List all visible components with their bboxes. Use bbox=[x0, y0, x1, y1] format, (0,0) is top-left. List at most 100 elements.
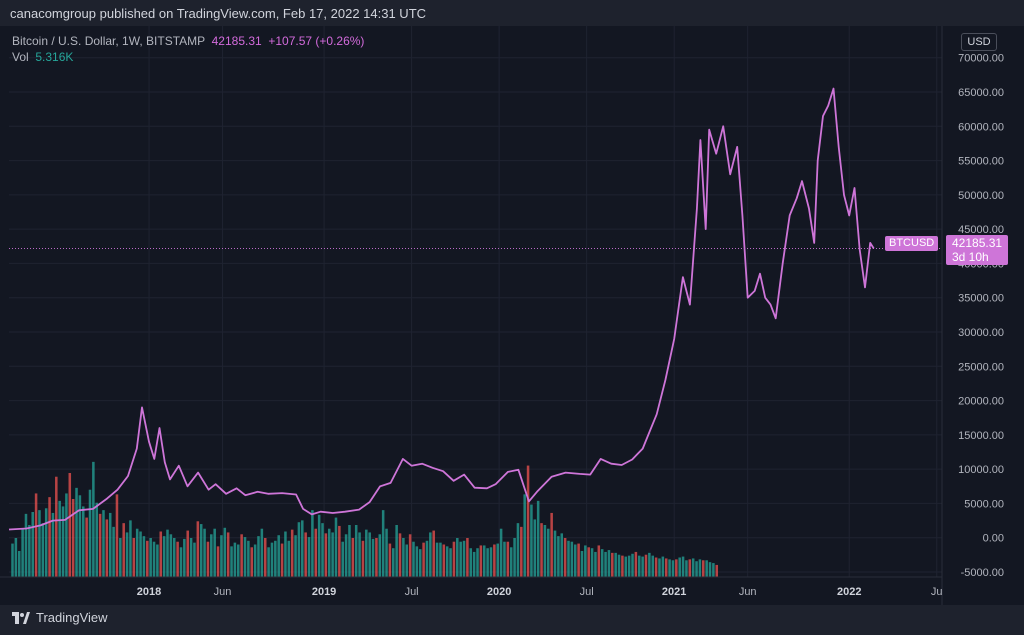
volume-bar bbox=[466, 538, 469, 577]
volume-bar bbox=[543, 525, 547, 577]
volume-bar bbox=[425, 540, 429, 577]
volume-bar bbox=[658, 558, 661, 577]
volume-bar bbox=[664, 558, 668, 577]
y-tick-label: 0.00 bbox=[983, 533, 1004, 545]
chart-area[interactable]: 70000.00 65000.00 60000.00 55000.00 50000.00… bbox=[0, 26, 1024, 605]
volume-bar bbox=[651, 555, 654, 577]
volume-bar bbox=[523, 494, 526, 577]
volume-bar bbox=[503, 541, 506, 577]
volume-bar bbox=[506, 541, 510, 577]
volume-bar bbox=[429, 532, 432, 577]
volume-bar bbox=[226, 532, 230, 577]
volume-bar bbox=[530, 504, 533, 577]
x-tick-label: 2022 bbox=[837, 586, 861, 598]
volume-bar bbox=[253, 544, 257, 577]
volume-bar bbox=[270, 542, 274, 577]
price-line-layer bbox=[8, 87, 942, 531]
volume-bar bbox=[405, 544, 409, 577]
volume-label[interactable]: Vol bbox=[12, 50, 29, 64]
volume-bar bbox=[17, 551, 21, 577]
volume-bar bbox=[88, 489, 92, 577]
volume-bar bbox=[634, 551, 638, 577]
volume-bar bbox=[139, 531, 142, 577]
volume-bar bbox=[119, 538, 122, 577]
volume-bar bbox=[250, 547, 254, 577]
volume-bar bbox=[267, 547, 270, 577]
volume-bar bbox=[712, 563, 715, 577]
volume-bar bbox=[648, 552, 651, 577]
volume-bar bbox=[237, 544, 240, 577]
last-price-tag: 42185.31 3d 10h bbox=[946, 235, 1008, 265]
volume-bar bbox=[284, 531, 287, 577]
volume-bar bbox=[469, 548, 473, 577]
bar-countdown: 3d 10h bbox=[952, 250, 989, 264]
publisher-text: canacomgroup published on TradingView.co… bbox=[10, 6, 427, 21]
x-tick-label: Jul bbox=[580, 586, 594, 598]
volume-bar bbox=[351, 538, 355, 577]
volume-bar bbox=[449, 548, 452, 577]
volume-bar bbox=[611, 552, 614, 577]
volume-bar bbox=[179, 547, 183, 577]
y-tick-label: 5000.00 bbox=[964, 498, 1004, 510]
y-tick-label: 25000.00 bbox=[958, 361, 1004, 373]
volume-bar bbox=[311, 510, 314, 577]
volume-bar bbox=[412, 541, 415, 577]
volume-bar bbox=[162, 536, 166, 577]
volume-bar bbox=[247, 540, 250, 577]
volume-bar bbox=[702, 560, 705, 577]
volume-bar bbox=[476, 548, 479, 577]
volume-bar bbox=[122, 523, 125, 577]
tradingview-brand: TradingView bbox=[36, 610, 108, 625]
volume-bar bbox=[98, 513, 102, 577]
volume-bar bbox=[681, 556, 685, 577]
x-tick-label: Jun bbox=[214, 586, 232, 598]
volume-bar bbox=[388, 543, 392, 577]
volume-bar bbox=[472, 551, 476, 577]
volume-bar bbox=[570, 541, 574, 577]
volume-bar bbox=[594, 551, 597, 577]
volume-bar bbox=[28, 525, 31, 577]
tradingview-logo[interactable]: TradingView bbox=[12, 610, 108, 625]
volume-bar bbox=[24, 513, 28, 577]
volume-bar bbox=[499, 528, 503, 577]
volume-bar bbox=[41, 523, 45, 577]
volume-bar bbox=[21, 528, 24, 577]
volume-bar bbox=[196, 521, 200, 577]
volume-bar bbox=[385, 528, 388, 577]
volume-bar bbox=[243, 537, 247, 577]
volume-bar bbox=[38, 510, 41, 577]
volume-bar bbox=[210, 534, 213, 577]
volume-bar bbox=[55, 476, 58, 577]
volume-bar bbox=[290, 529, 294, 577]
volume-bar bbox=[152, 541, 156, 577]
volume-bar bbox=[567, 540, 570, 577]
volume-bar bbox=[176, 541, 179, 577]
y-tick-label: 65000.00 bbox=[958, 87, 1004, 99]
volume-bars bbox=[11, 461, 719, 577]
volume-bar bbox=[183, 538, 186, 577]
volume-bar bbox=[44, 508, 48, 577]
volume-bar bbox=[590, 548, 594, 577]
volume-bar bbox=[489, 547, 493, 577]
volume-bar bbox=[392, 548, 395, 577]
price-change: +107.57 (+0.26%) bbox=[268, 34, 365, 48]
volume-bar bbox=[48, 497, 51, 577]
y-tick-label: 55000.00 bbox=[958, 156, 1004, 168]
volume-bar bbox=[230, 546, 233, 577]
volume-bar bbox=[344, 534, 348, 577]
volume-bar bbox=[540, 523, 543, 577]
volume-bar bbox=[563, 538, 567, 577]
price-chart[interactable]: 70000.00 65000.00 60000.00 55000.00 50000.00… bbox=[0, 26, 1024, 605]
volume-bar bbox=[678, 557, 681, 577]
currency-button[interactable]: USD bbox=[961, 33, 997, 51]
symbol-description[interactable]: Bitcoin / U.S. Dollar, 1W, BITSTAMP bbox=[12, 34, 205, 48]
y-tick-label: 60000.00 bbox=[958, 121, 1004, 133]
volume-bar bbox=[671, 560, 675, 577]
volume-bar bbox=[327, 528, 331, 577]
y-tick-label: 35000.00 bbox=[958, 293, 1004, 305]
volume-bar bbox=[617, 554, 621, 577]
volume-bar bbox=[415, 546, 419, 577]
volume-bar bbox=[408, 534, 412, 577]
volume-bar bbox=[331, 532, 334, 577]
volume-bar bbox=[644, 554, 648, 577]
